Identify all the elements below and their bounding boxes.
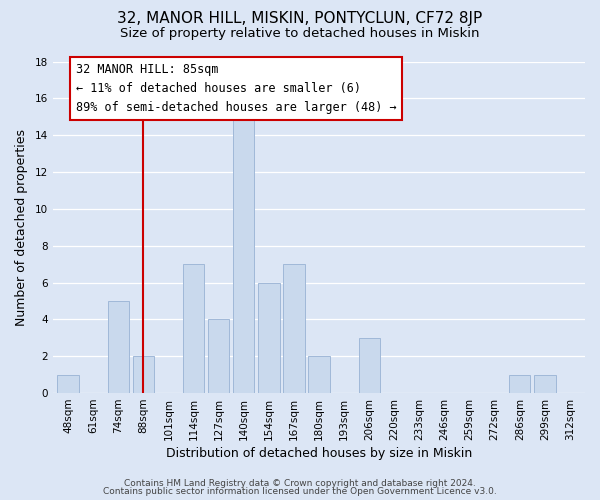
Bar: [183, 264, 204, 393]
Text: Contains HM Land Registry data © Crown copyright and database right 2024.: Contains HM Land Registry data © Crown c…: [124, 479, 476, 488]
Text: 32, MANOR HILL, MISKIN, PONTYCLUN, CF72 8JP: 32, MANOR HILL, MISKIN, PONTYCLUN, CF72 …: [118, 12, 482, 26]
X-axis label: Distribution of detached houses by size in Miskin: Distribution of detached houses by size …: [166, 447, 472, 460]
Bar: [107, 301, 129, 393]
Bar: [208, 320, 229, 393]
Bar: [534, 374, 556, 393]
Bar: [509, 374, 530, 393]
Text: 32 MANOR HILL: 85sqm
← 11% of detached houses are smaller (6)
89% of semi-detach: 32 MANOR HILL: 85sqm ← 11% of detached h…: [76, 64, 396, 114]
Text: Size of property relative to detached houses in Miskin: Size of property relative to detached ho…: [120, 28, 480, 40]
Bar: [359, 338, 380, 393]
Bar: [308, 356, 329, 393]
Bar: [258, 282, 280, 393]
Bar: [283, 264, 305, 393]
Text: Contains public sector information licensed under the Open Government Licence v3: Contains public sector information licen…: [103, 487, 497, 496]
Bar: [58, 374, 79, 393]
Bar: [133, 356, 154, 393]
Bar: [233, 117, 254, 393]
Y-axis label: Number of detached properties: Number of detached properties: [15, 129, 28, 326]
